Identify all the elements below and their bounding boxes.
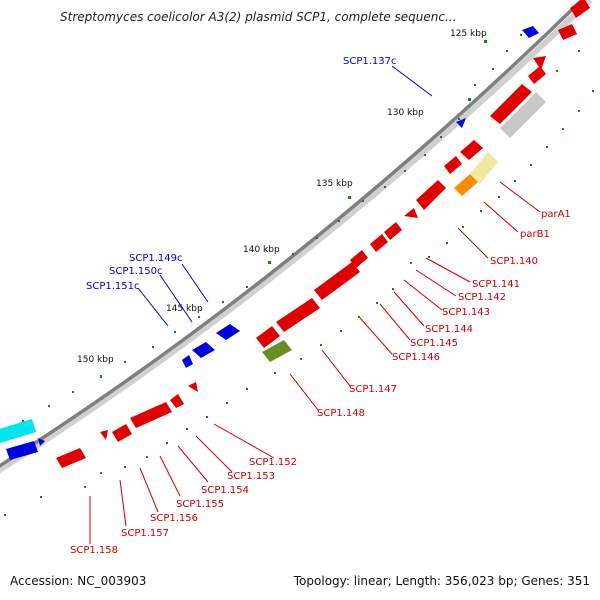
leader-line bbox=[403, 279, 443, 311]
gene-label: SCP1.150c bbox=[109, 266, 163, 277]
leader-line bbox=[139, 467, 159, 513]
leader-line bbox=[499, 181, 541, 213]
forward-genes bbox=[56, 0, 590, 468]
leader-line bbox=[159, 455, 181, 497]
gene-arrow-forward bbox=[350, 250, 368, 268]
map-title: Streptomyces coelicolor A3(2) plasmid SC… bbox=[60, 10, 457, 24]
gene-label: SCP1.149c bbox=[129, 253, 183, 264]
gene-orange bbox=[454, 174, 478, 196]
outer-tick-ring bbox=[4, 50, 594, 516]
gene-khaki bbox=[470, 152, 498, 184]
scale-label: 130 kbp bbox=[387, 108, 424, 118]
scale-label: 145 kbp bbox=[166, 304, 203, 314]
leader-line bbox=[483, 201, 519, 233]
gene-arrow-forward bbox=[528, 66, 546, 84]
gene-label: SCP1.140 bbox=[490, 256, 538, 267]
gene-label: SCP1.144 bbox=[425, 324, 473, 335]
leader-line bbox=[195, 435, 233, 473]
gene-label: SCP1.141 bbox=[472, 279, 520, 290]
gene-arrow-forward bbox=[416, 180, 446, 210]
gene-label: parA1 bbox=[541, 209, 571, 220]
reverse-gene-labels: SCP1.137c SCP1.149c SCP1.150c SCP1.151c bbox=[86, 56, 397, 292]
forward-gene-labels: parA1 parB1 SCP1.140 SCP1.141 SCP1.142 S… bbox=[70, 209, 571, 556]
leader-line bbox=[393, 291, 425, 327]
gene-label: SCP1.156 bbox=[150, 513, 198, 524]
gene-label: SCP1.145 bbox=[410, 338, 458, 349]
gene-label: SCP1.137c bbox=[343, 56, 397, 67]
gene-arrow-reverse bbox=[6, 441, 38, 460]
backbone-arc bbox=[0, 0, 585, 468]
gene-arrow-reverse bbox=[522, 26, 539, 38]
reverse-leader-lines bbox=[137, 65, 433, 327]
gene-label: SCP1.143 bbox=[442, 307, 490, 318]
scale-labels: 125 kbp 130 kbp 135 kbp 140 kbp 145 kbp … bbox=[77, 29, 487, 365]
scale-label: 140 kbp bbox=[243, 245, 280, 255]
gene-label: SCP1.146 bbox=[392, 352, 440, 363]
gene-arrow-forward bbox=[130, 402, 172, 428]
gene-arrow-forward bbox=[570, 0, 590, 18]
gene-arrow-forward bbox=[444, 156, 462, 174]
leader-line bbox=[415, 269, 457, 297]
topology-stats: Topology: linear; Length: 356,023 bp; Ge… bbox=[293, 574, 590, 588]
gene-label: SCP1.154 bbox=[201, 485, 249, 496]
leader-line bbox=[181, 263, 209, 303]
gene-label: SCP1.142 bbox=[458, 292, 506, 303]
gene-label: SCP1.152 bbox=[249, 457, 297, 468]
leader-line bbox=[425, 257, 471, 283]
gene-arrow-forward bbox=[276, 298, 320, 332]
gene-arrow-forward bbox=[100, 430, 108, 440]
gene-arrow-forward bbox=[56, 448, 86, 468]
gene-label: SCP1.157 bbox=[121, 528, 169, 539]
gene-arrow-reverse bbox=[38, 438, 45, 446]
gene-label: SCP1.151c bbox=[86, 281, 140, 292]
scale-label: 150 kbp bbox=[77, 355, 114, 365]
gene-arrow-forward bbox=[533, 56, 546, 70]
gene-label: SCP1.148 bbox=[317, 408, 365, 419]
reverse-genes bbox=[0, 26, 539, 460]
gene-arrow-forward bbox=[404, 208, 418, 218]
leader-line bbox=[321, 349, 351, 387]
gene-arrow-forward bbox=[490, 84, 532, 124]
gene-arrow-reverse bbox=[216, 324, 240, 340]
gene-label: SCP1.158 bbox=[70, 545, 118, 556]
leader-line bbox=[137, 287, 169, 327]
leader-line bbox=[379, 303, 411, 341]
forward-leader-lines bbox=[89, 181, 541, 544]
leader-line bbox=[391, 65, 433, 97]
gene-arrow-reverse bbox=[192, 342, 215, 358]
gene-arrow-reverse bbox=[182, 355, 193, 368]
gene-silver bbox=[500, 92, 546, 138]
gene-arrow-forward bbox=[384, 222, 402, 240]
gene-arrow-forward bbox=[558, 24, 577, 40]
leader-line bbox=[359, 317, 393, 355]
leader-line bbox=[289, 373, 319, 411]
gene-arrow-reverse bbox=[456, 118, 466, 128]
leader-line bbox=[457, 227, 489, 259]
leader-line bbox=[213, 423, 275, 459]
gene-cyan bbox=[0, 419, 36, 443]
gene-arrow-forward bbox=[112, 424, 132, 442]
gene-arrow-forward bbox=[460, 140, 483, 160]
leader-line bbox=[177, 445, 209, 483]
gene-label: SCP1.147 bbox=[349, 384, 397, 395]
gene-arrow-forward bbox=[314, 262, 360, 300]
gene-label: parB1 bbox=[520, 229, 550, 240]
leader-line bbox=[119, 479, 127, 527]
gene-arrow-forward bbox=[170, 394, 184, 408]
gene-arrow-forward bbox=[256, 326, 280, 348]
scale-label: 135 kbp bbox=[316, 179, 353, 189]
gene-olive bbox=[262, 340, 292, 362]
gene-arrow-forward bbox=[188, 382, 198, 392]
inner-tick-ring bbox=[0, 34, 522, 436]
gene-label: SCP1.155 bbox=[176, 499, 224, 510]
gene-label: SCP1.153 bbox=[227, 471, 275, 482]
accession-text: Accession: NC_003903 bbox=[10, 574, 147, 588]
scale-label: 125 kbp bbox=[450, 29, 487, 39]
leader-line bbox=[159, 274, 193, 323]
gene-arrow-forward bbox=[370, 234, 388, 252]
backbone-shadow bbox=[0, 0, 593, 474]
